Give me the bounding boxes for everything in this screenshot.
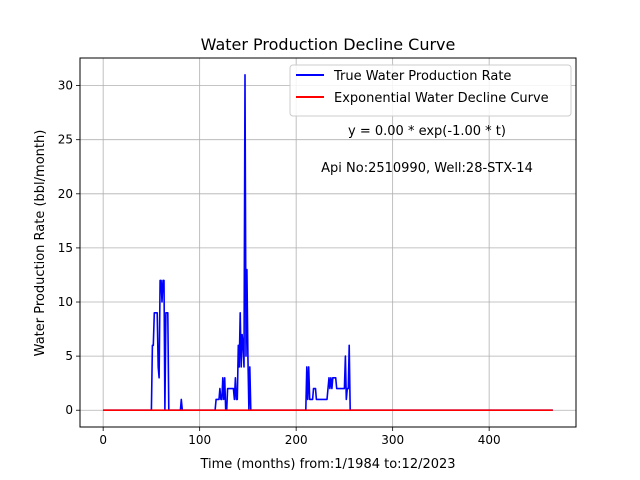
y-tick-label: 20 xyxy=(58,187,73,201)
axis-ticks: 0 100 200 300 400 0 5 10 15 20 25 30 xyxy=(58,79,501,447)
x-tick-label: 0 xyxy=(99,433,107,447)
y-axis-label: Water Production Rate (bbl/month) xyxy=(33,130,48,357)
x-tick-label: 200 xyxy=(285,433,308,447)
x-tick-label: 300 xyxy=(381,433,404,447)
axes-frame xyxy=(79,57,577,428)
x-tick-label: 400 xyxy=(478,433,501,447)
legend: True Water Production Rate Exponential W… xyxy=(289,64,572,117)
legend-label-true-rate: True Water Production Rate xyxy=(333,69,511,84)
fit-equation-annotation: y = 0.00 * exp(-1.00 * t) xyxy=(348,124,506,139)
chart-title: Water Production Decline Curve xyxy=(201,35,456,54)
well-info-annotation: Api No:2510990, Well:28-STX-14 xyxy=(321,161,533,176)
legend-box xyxy=(289,64,572,117)
y-tick-label: 30 xyxy=(58,79,73,93)
legend-label-exponential: Exponential Water Decline Curve xyxy=(334,91,549,106)
y-tick-label: 25 xyxy=(58,133,73,147)
y-tick-label: 0 xyxy=(65,403,73,417)
true-water-production-line xyxy=(103,74,553,411)
y-tick-label: 15 xyxy=(58,241,73,255)
x-axis-label: Time (months) from:1/1984 to:12/2023 xyxy=(199,457,455,472)
y-tick-label: 5 xyxy=(65,349,73,363)
x-tick-label: 100 xyxy=(188,433,211,447)
y-tick-label: 10 xyxy=(58,295,73,309)
plot-lines xyxy=(103,74,553,411)
